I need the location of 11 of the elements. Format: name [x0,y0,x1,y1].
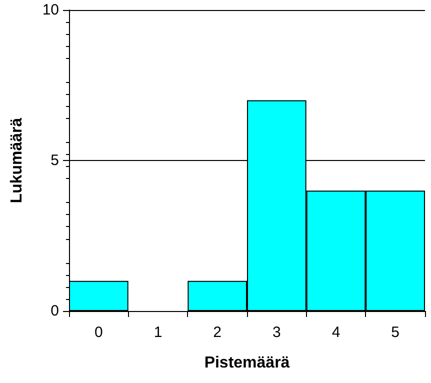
x-tick-label: 4 [332,324,340,341]
x-tick-label: 5 [391,324,400,341]
y-tick-label: 5 [50,152,59,169]
y-tick-label: 10 [42,2,59,18]
x-axis-title: Pistemäärä [204,354,290,372]
y-axis-title: Lukumäärä [8,118,26,204]
y-tick-label: 0 [50,302,59,320]
x-tick-label: 1 [154,324,162,341]
x-tick-label: 2 [213,324,222,341]
x-tick-label: 0 [94,324,103,341]
x-tick-label: 3 [272,324,281,341]
